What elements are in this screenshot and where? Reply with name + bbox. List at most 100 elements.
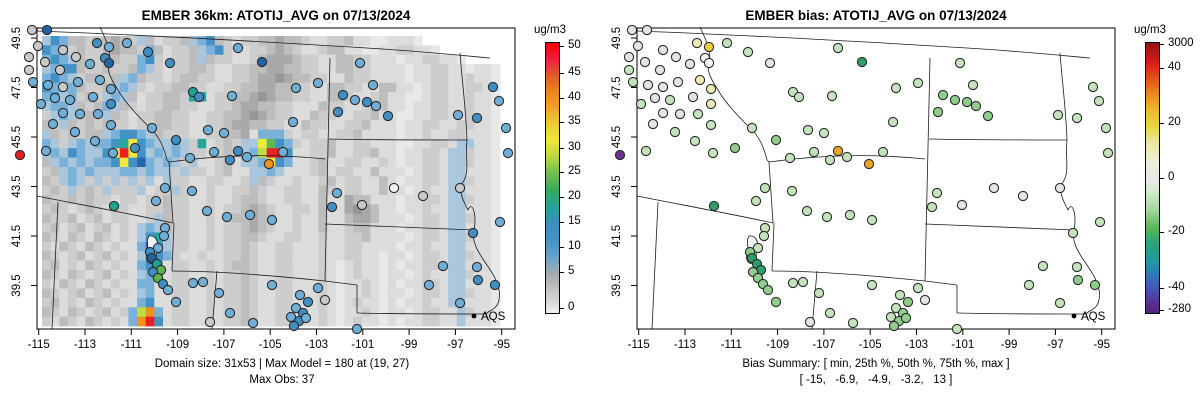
obs-site-dot bbox=[370, 100, 382, 112]
obs-site-dot bbox=[74, 108, 86, 120]
aqs-legend-dot bbox=[1071, 313, 1077, 319]
obs-site-dot bbox=[57, 81, 69, 93]
bias-site-dot bbox=[657, 81, 669, 93]
bias-site-dot bbox=[1054, 182, 1066, 194]
obs-site-dot bbox=[187, 277, 199, 289]
bias-site-dot bbox=[1071, 112, 1083, 124]
x-tick-label: -99 bbox=[1001, 339, 1018, 351]
obs-site-dot bbox=[351, 323, 363, 335]
bias-site-dot bbox=[623, 51, 635, 63]
obs-site-dot bbox=[70, 51, 82, 63]
x-tick-label: -109 bbox=[766, 339, 789, 351]
state-border bbox=[171, 270, 358, 286]
colorbar-tick-label: 3000 bbox=[1168, 37, 1194, 49]
obs-site-dot bbox=[26, 24, 38, 36]
plot-box bbox=[636, 27, 1116, 330]
bias-site-dot bbox=[894, 289, 906, 301]
obs-site-dot bbox=[103, 41, 115, 53]
state-border bbox=[36, 195, 174, 224]
obs-site-dot bbox=[103, 57, 115, 69]
obs-site-dot bbox=[500, 122, 512, 134]
state-border bbox=[771, 222, 775, 272]
obs-site-dot bbox=[94, 74, 106, 86]
colorbar-tick bbox=[559, 98, 564, 99]
obs-site-dot bbox=[14, 149, 26, 161]
obs-site-dot bbox=[337, 89, 349, 101]
colorbar-tick-label: 25 bbox=[568, 165, 581, 177]
obs-site-dot bbox=[288, 320, 300, 332]
bias-site-dot bbox=[832, 42, 844, 54]
obs-site-dot bbox=[152, 242, 164, 254]
colorbar-tick bbox=[559, 73, 564, 74]
plot-box bbox=[36, 27, 516, 330]
state-border bbox=[168, 161, 174, 224]
bias-site-dot bbox=[705, 83, 717, 95]
obs-site-dot bbox=[349, 94, 361, 106]
obs-site-dot bbox=[91, 37, 103, 49]
obs-site-dot bbox=[146, 122, 158, 134]
obs-site-dot bbox=[197, 276, 209, 288]
colorbar-tick bbox=[559, 172, 564, 173]
bias-site-dot bbox=[762, 284, 774, 296]
bias-site-dot bbox=[759, 182, 771, 194]
obs-site-dot bbox=[471, 112, 483, 124]
obs-site-dot bbox=[300, 312, 312, 324]
site-dots bbox=[14, 24, 1114, 335]
bias-site-dot bbox=[787, 277, 799, 289]
bias-site-dot bbox=[742, 46, 754, 58]
obs-site-dot bbox=[354, 57, 366, 69]
obs-site-dot bbox=[290, 302, 302, 314]
colorbar-tick bbox=[1159, 123, 1164, 124]
colorbar-tick bbox=[1159, 44, 1164, 45]
obs-site-dot bbox=[107, 147, 119, 159]
bias-site-dot bbox=[887, 116, 899, 128]
bias-site-dot bbox=[1023, 279, 1035, 291]
obs-site-dot bbox=[204, 316, 216, 328]
bias-site-dot bbox=[888, 320, 900, 332]
bias-site-dot bbox=[784, 152, 796, 164]
state-border bbox=[768, 161, 774, 224]
x-tick-label: -105 bbox=[859, 339, 882, 351]
x-tick-label: -95 bbox=[1093, 339, 1110, 351]
bias-site-dot bbox=[1089, 279, 1101, 291]
bias-site-dot bbox=[640, 145, 652, 157]
bias-site-dot bbox=[804, 316, 816, 328]
right-map: -115 -113 -111 -109 -107 -105 -103 -101 -99 -97 -9… bbox=[611, 26, 1116, 351]
bias-site-dot bbox=[970, 100, 982, 112]
obs-site-dot bbox=[367, 79, 379, 91]
left-caption-line1: Domain size: 31x53 | Max Model = 180 at … bbox=[154, 358, 410, 370]
obs-site-dot bbox=[218, 127, 230, 139]
obs-site-dot bbox=[142, 46, 154, 58]
left-caption-line2: Max Obs: 37 bbox=[249, 374, 315, 386]
state-border bbox=[699, 26, 770, 163]
colorbar-tick-label: 35 bbox=[568, 115, 581, 127]
bias-site-dot bbox=[932, 106, 944, 118]
state-border bbox=[636, 30, 1091, 59]
aqs-legend-label: AQS bbox=[1081, 311, 1106, 323]
y-tick-label: 39.5 bbox=[11, 274, 23, 296]
colorbar-tick-label: 20 bbox=[1168, 116, 1181, 128]
obs-site-dot bbox=[467, 227, 479, 239]
state-border bbox=[956, 312, 1087, 315]
obs-site-dot bbox=[226, 90, 238, 102]
obs-site-dot bbox=[23, 64, 35, 76]
bias-site-dot bbox=[912, 77, 924, 89]
y-tick-label: 39.5 bbox=[611, 274, 623, 296]
x-tick-label: -107 bbox=[212, 339, 235, 351]
bias-site-dot bbox=[1094, 216, 1106, 228]
obs-site-dot bbox=[170, 134, 182, 146]
bias-site-dot bbox=[832, 145, 844, 157]
state-border bbox=[328, 138, 468, 141]
obs-site-dot bbox=[92, 108, 104, 120]
bias-site-dot bbox=[649, 92, 661, 104]
aqs-legend-dot bbox=[471, 313, 477, 319]
state-border bbox=[99, 26, 170, 163]
bias-site-dot bbox=[770, 296, 782, 308]
obs-site-dot bbox=[437, 260, 449, 272]
bias-site-dot bbox=[750, 195, 762, 207]
y-tick-label: 49.5 bbox=[611, 27, 623, 49]
bias-site-dot bbox=[890, 302, 902, 314]
bias-site-dot bbox=[687, 91, 699, 103]
bias-site-dot bbox=[949, 94, 961, 106]
obs-site-dot bbox=[471, 261, 483, 273]
